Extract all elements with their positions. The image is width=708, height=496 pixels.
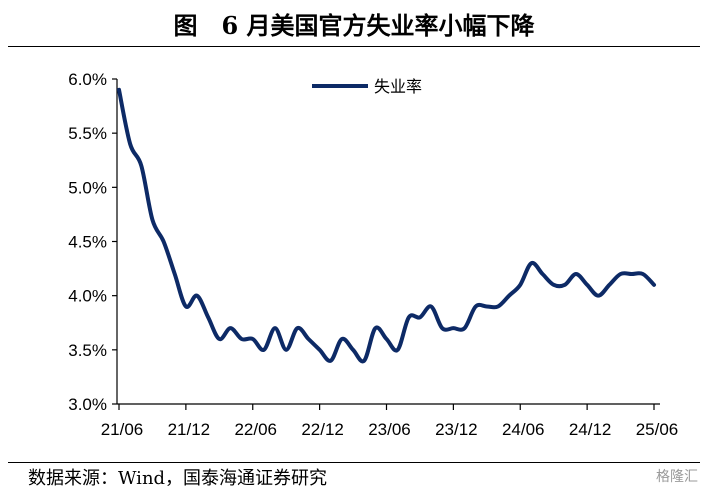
source-note: 数据来源：Wind，国泰海通证券研究 bbox=[28, 468, 328, 489]
y-tick-label: 3.0% bbox=[68, 395, 107, 414]
y-tick-label: 4.0% bbox=[68, 287, 107, 306]
x-tick-label: 21/12 bbox=[168, 420, 211, 439]
x-tick-label: 23/12 bbox=[435, 420, 478, 439]
x-tick-label: 24/06 bbox=[502, 420, 545, 439]
x-tick-label: 23/06 bbox=[368, 420, 411, 439]
title-divider bbox=[8, 46, 700, 47]
x-tick-label: 24/12 bbox=[569, 420, 612, 439]
chart-title: 图 6 月美国官方失业率小幅下降 bbox=[173, 11, 535, 40]
x-tick-label: 21/06 bbox=[101, 420, 144, 439]
x-tick-label: 22/12 bbox=[301, 420, 344, 439]
y-tick-label: 3.5% bbox=[68, 341, 107, 360]
y-tick-label: 5.5% bbox=[68, 124, 107, 143]
legend-label: 失业率 bbox=[374, 77, 422, 96]
footer-divider bbox=[8, 462, 700, 463]
y-tick-label: 5.0% bbox=[68, 178, 107, 197]
series-line-unemployment-rate bbox=[117, 87, 656, 364]
y-tick-label: 4.5% bbox=[68, 233, 107, 252]
watermark: 格隆汇 bbox=[656, 469, 698, 485]
x-tick-label: 22/06 bbox=[234, 420, 277, 439]
x-tick-label: 25/06 bbox=[636, 420, 679, 439]
y-tick-label: 6.0% bbox=[68, 70, 107, 89]
